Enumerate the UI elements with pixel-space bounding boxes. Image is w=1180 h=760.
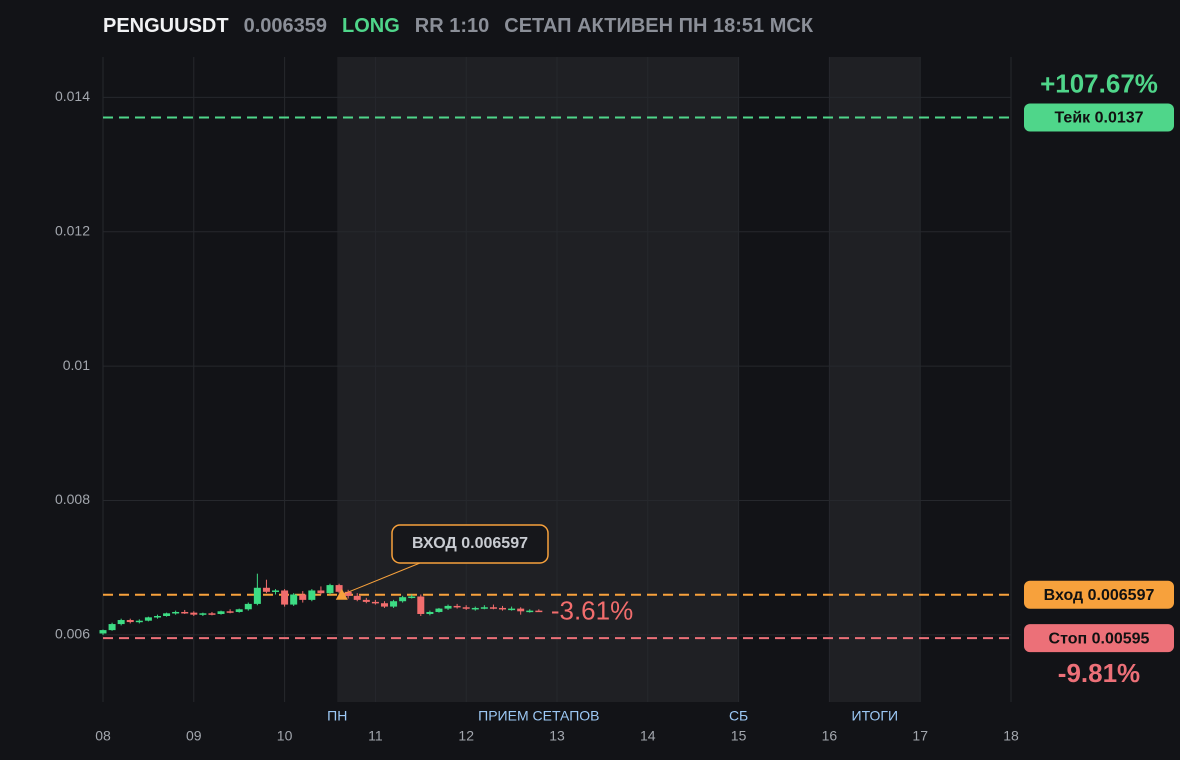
level-label: Тейк 0.0137 bbox=[1054, 110, 1143, 127]
callout-label: ВХОД 0.006597 bbox=[412, 535, 528, 552]
candle-body bbox=[299, 594, 307, 600]
candle-body bbox=[480, 607, 488, 609]
candle-body bbox=[290, 594, 298, 605]
x-tick-label: 17 bbox=[912, 728, 928, 744]
candle-body bbox=[408, 596, 416, 599]
candle-body bbox=[163, 613, 171, 616]
candle-body bbox=[262, 587, 270, 592]
status: СЕТАП АКТИВЕН ПН 18:51 МСК bbox=[504, 15, 814, 37]
y-tick-label: 0.01 bbox=[63, 357, 90, 373]
candle-body bbox=[144, 617, 152, 621]
candle-body bbox=[272, 590, 280, 592]
candle-body bbox=[126, 620, 134, 623]
candle-body bbox=[335, 585, 343, 592]
entry-marker bbox=[335, 588, 348, 600]
candle-body bbox=[399, 597, 407, 602]
candle-body bbox=[235, 609, 243, 612]
candle-body bbox=[353, 595, 361, 600]
x-tick-label: 09 bbox=[186, 728, 202, 744]
side: LONG bbox=[342, 15, 400, 37]
x-tick-label: 14 bbox=[640, 728, 656, 744]
session-zone bbox=[829, 57, 921, 702]
candle-body bbox=[508, 608, 516, 611]
level-percent: +107.67% bbox=[1040, 68, 1158, 98]
candle-body bbox=[281, 590, 289, 605]
candle-body bbox=[435, 608, 443, 612]
candle-body bbox=[444, 605, 452, 609]
candle-body bbox=[217, 611, 225, 614]
candle-body bbox=[371, 601, 379, 604]
candle-body bbox=[426, 611, 434, 614]
price: 0.006359 bbox=[243, 15, 327, 37]
candle-body bbox=[326, 585, 334, 594]
candle-body bbox=[471, 607, 479, 610]
candle-body bbox=[344, 591, 352, 596]
candle-body bbox=[317, 590, 325, 594]
level-badge bbox=[1024, 103, 1174, 132]
candle-body bbox=[108, 624, 116, 631]
candle-body bbox=[253, 587, 261, 604]
session-label: СБ bbox=[729, 708, 748, 724]
y-tick-label: 0.006 bbox=[55, 626, 90, 642]
candle-body bbox=[181, 611, 189, 614]
candle-body bbox=[244, 603, 252, 610]
session-label: ПРИЕМ СЕТАПОВ bbox=[478, 708, 599, 724]
level-label: Стоп 0.00595 bbox=[1049, 630, 1150, 647]
candle-body bbox=[535, 610, 543, 613]
risk-reward: RR 1:10 bbox=[414, 15, 490, 37]
x-tick-label: 15 bbox=[731, 728, 747, 744]
candle-body bbox=[172, 611, 180, 614]
y-tick-label: 0.014 bbox=[55, 88, 90, 104]
candle-body bbox=[199, 613, 207, 615]
candle-body bbox=[390, 601, 398, 607]
level-badge bbox=[1024, 624, 1174, 653]
x-tick-label: 10 bbox=[277, 728, 293, 744]
level-label: Вход 0.006597 bbox=[1044, 587, 1155, 604]
level-badge bbox=[1024, 580, 1174, 609]
current-percent: -3.61% bbox=[551, 596, 633, 626]
x-tick-label: 12 bbox=[458, 728, 474, 744]
candle-body bbox=[462, 607, 470, 609]
symbol: PENGUUSDT bbox=[103, 15, 229, 37]
x-tick-label: 13 bbox=[549, 728, 565, 744]
candle-body bbox=[190, 612, 198, 615]
session-zone bbox=[337, 57, 739, 702]
session-label: ИТОГИ bbox=[852, 708, 899, 724]
candle-body bbox=[526, 610, 534, 613]
header: PENGUUSDT 0.006359 LONG RR 1:10 СЕТАП АК… bbox=[103, 15, 813, 38]
callout-line bbox=[341, 562, 421, 596]
candle-body bbox=[517, 608, 525, 612]
candle-body bbox=[117, 620, 125, 625]
candle-body bbox=[153, 616, 161, 618]
y-tick-label: 0.008 bbox=[55, 491, 90, 507]
session-label: ПН bbox=[327, 708, 347, 724]
level-percent: -9.81% bbox=[1058, 658, 1140, 688]
candle-body bbox=[489, 607, 497, 609]
candle-body bbox=[362, 599, 370, 602]
candle-body bbox=[417, 596, 425, 614]
x-tick-label: 18 bbox=[1003, 728, 1019, 744]
x-tick-label: 16 bbox=[822, 728, 838, 744]
candle-body bbox=[308, 590, 316, 600]
candle-body bbox=[453, 605, 461, 608]
x-tick-label: 11 bbox=[368, 728, 383, 744]
candle-body bbox=[499, 607, 507, 610]
x-tick-label: 08 bbox=[95, 728, 111, 744]
candle-body bbox=[226, 611, 234, 613]
candle-body bbox=[135, 620, 143, 623]
callout-box bbox=[391, 524, 549, 564]
y-tick-label: 0.012 bbox=[55, 222, 90, 238]
candle-body bbox=[380, 603, 388, 607]
candle-body bbox=[208, 613, 216, 615]
candle-body bbox=[99, 630, 107, 634]
